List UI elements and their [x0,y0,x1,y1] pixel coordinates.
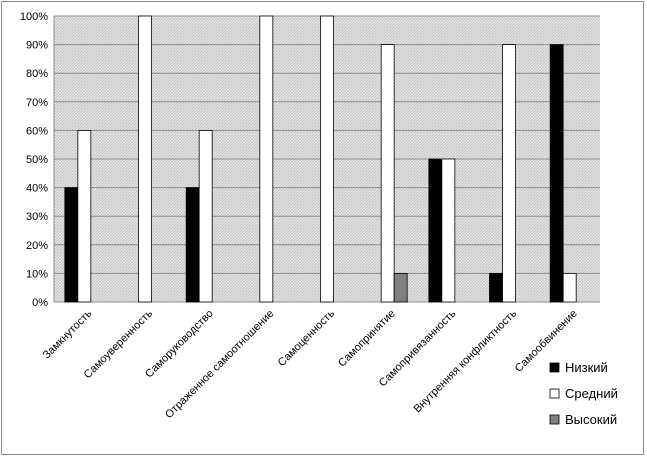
y-tick-label: 0% [32,297,48,309]
y-tick-label: 50% [26,154,48,166]
y-tick-label: 60% [26,125,48,137]
y-tick-label: 70% [26,97,48,109]
bar-Средний-8 [502,44,516,303]
bar-Средний-5 [320,15,334,303]
legend: Низкий Средний Высокий [549,360,618,427]
x-tick-label: Замкнутость [41,307,95,361]
bar-Средний-7 [441,158,456,303]
legend-swatch [549,414,560,425]
x-tick-label: Самоценность [276,307,337,368]
x-axis-ticks: ЗамкнутостьСамоуверенностьСаморуководств… [41,307,580,421]
y-tick-label: 20% [26,240,48,252]
bar-Средний-1 [77,129,92,303]
y-tick-label: 40% [26,183,48,195]
x-tick-label: Внутренняя конфликтность [411,307,519,415]
y-tick-label: 80% [26,68,48,80]
bar-Низкий-7 [428,158,443,303]
legend-label: Средний [565,386,618,401]
bar-Высокий-6 [393,272,408,303]
y-tick-label: 30% [26,211,48,223]
legend-swatch [549,388,560,399]
plot-area [53,15,600,303]
y-tick-label: 100% [20,11,48,23]
legend-swatch [549,362,560,373]
bar-Низкий-8 [489,272,503,303]
legend-label: Низкий [565,360,608,375]
bar-Средний-9 [562,272,577,303]
bar-Низкий-9 [549,44,564,303]
bar-Низкий-3 [185,187,200,303]
legend-label: Высокий [565,412,617,427]
y-tick-label: 90% [26,40,48,52]
x-tick-label: Самопринятие [336,308,398,370]
x-tick-label: Отраженное самоотношение [163,308,276,421]
bar-Средний-6 [380,44,395,303]
y-axis-ticks: 0% 10% 20% 30% 40% 50% 60% 70% 80% 90% 100% [20,11,48,309]
bar-Низкий-1 [64,187,79,303]
y-tick-label: 10% [26,268,48,280]
bar-Средний-4 [259,15,274,303]
bar-Средний-2 [138,15,152,303]
bar-Средний-3 [198,129,213,303]
